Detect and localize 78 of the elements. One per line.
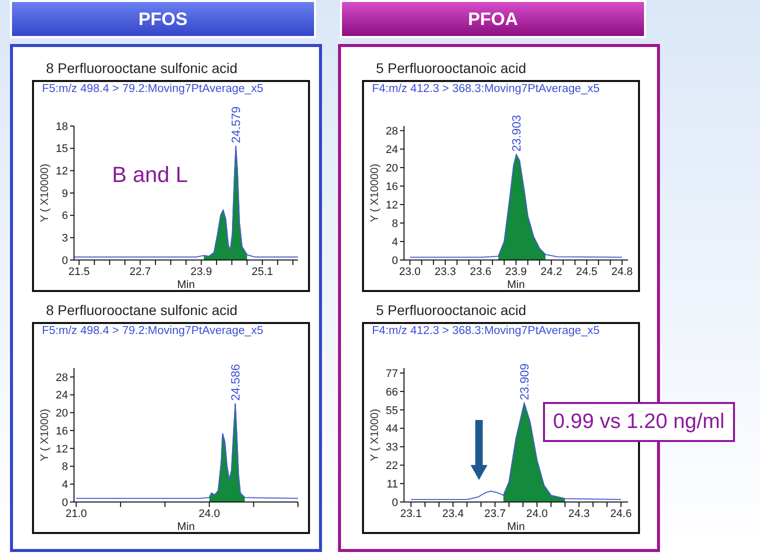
y-tick-label: 24 [386,144,398,156]
x-axis-title: Min [177,521,195,533]
x-tick-label: 21.0 [66,508,87,520]
y-tick-label: 16 [386,180,398,193]
y-tick-label: 8 [392,218,398,230]
y-tick-label: 4 [62,479,68,492]
chart-title: 5 Perfluorooctanoic acid [376,60,526,76]
annotation: 24.586 [228,364,242,401]
y-axis-title: Y ( X1000) [38,408,51,462]
chart-subtitle: F5:m/z 498.4 > 79.2:Moving7PtAverage_x5 [42,325,264,337]
annotation: 23.903 [509,114,524,152]
y-tick-label: 15 [56,143,68,156]
y-tick-label: 28 [386,126,398,138]
y-tick-label: 0 [62,496,68,509]
y-tick-label: 3 [62,232,68,245]
y-tick-label: 12 [56,443,68,456]
y-tick-label: 9 [62,188,68,200]
x-tick-label: 23.0 [399,266,421,278]
y-tick-label: 66 [386,386,398,398]
x-tick-label: 23.6 [470,266,492,278]
x-axis-title: Min [507,279,525,291]
line-series [410,402,622,500]
y-tick-label: 11 [386,478,398,490]
y-tick-label: 8 [62,461,68,474]
x-tick-label: 21.5 [68,266,90,278]
y-axis-title: Y ( X10000) [368,164,381,222]
x-tick-label: 24.0 [526,508,548,520]
line-series [409,154,623,258]
x-axis-title: Min [507,521,525,533]
x-tick-label: 24.3 [568,508,590,520]
annotation: 0.99 vs 1.20 ng/ml [543,402,735,442]
text: PFOS [10,0,316,38]
y-tick-label: 12 [56,166,68,178]
annotation: B and L [112,162,188,188]
x-tick-label: 23.4 [442,508,464,520]
y-tick-label: 28 [56,372,68,384]
x-tick-label: 23.3 [434,266,456,278]
x-tick-label: 23.9 [505,266,527,278]
y-tick-label: 16 [56,425,68,438]
annotation: 23.909 [517,363,532,400]
line-series [74,146,298,258]
y-tick-label: 4 [392,236,398,248]
y-tick-label: 6 [62,210,68,222]
chart-title: 8 Perfluorooctane sulfonic acid [46,302,238,318]
y-tick-label: 24 [56,390,68,402]
chart-subtitle: F5:m/z 498.4 > 79.2:Moving7PtAverage_x5 [42,83,264,95]
y-tick-label: 18 [56,120,68,133]
chart-title: 5 Perfluorooctanoic acid [376,302,526,318]
y-tick-label: 44 [386,423,398,436]
y-tick-label: 77 [386,368,398,380]
x-tick-label: 22.7 [129,266,151,278]
x-tick-label: 25.1 [252,266,274,278]
y-tick-label: 55 [386,404,398,417]
y-tick-label: 12 [386,199,398,212]
text: PFOA [340,0,646,38]
chart-subtitle: F4:m/z 412.3 > 368.3:Moving7PtAverage_x5 [372,83,600,95]
line-series [76,403,298,499]
chart-subtitle: F4:m/z 412.3 > 368.3:Moving7PtAverage_x5 [372,325,600,337]
x-tick-label: 24.2 [540,266,562,278]
x-tick-label: 23.9 [190,266,212,278]
chart-title: 8 Perfluorooctane sulfonic acid [46,60,238,76]
y-tick-label: 0 [392,254,398,267]
y-tick-label: 33 [386,442,398,454]
y-tick-label: 20 [56,408,68,420]
x-tick-label: 23.7 [484,508,506,520]
y-axis-title: Y ( X10000) [38,164,51,222]
y-tick-label: 0 [392,496,398,509]
x-tick-label: 24.6 [610,508,632,520]
y-tick-label: 20 [386,162,398,174]
y-tick-label: 0 [62,254,68,267]
x-tick-label: 24.0 [198,508,220,520]
x-tick-label: 24.5 [576,266,598,278]
y-tick-label: 22 [386,460,398,472]
x-axis-title: Min [177,279,195,291]
x-tick-label: 24.8 [611,266,633,278]
annotation: 24.579 [228,106,243,144]
y-axis-title: Y ( X1000) [368,408,381,462]
x-tick-label: 23.1 [400,508,422,520]
